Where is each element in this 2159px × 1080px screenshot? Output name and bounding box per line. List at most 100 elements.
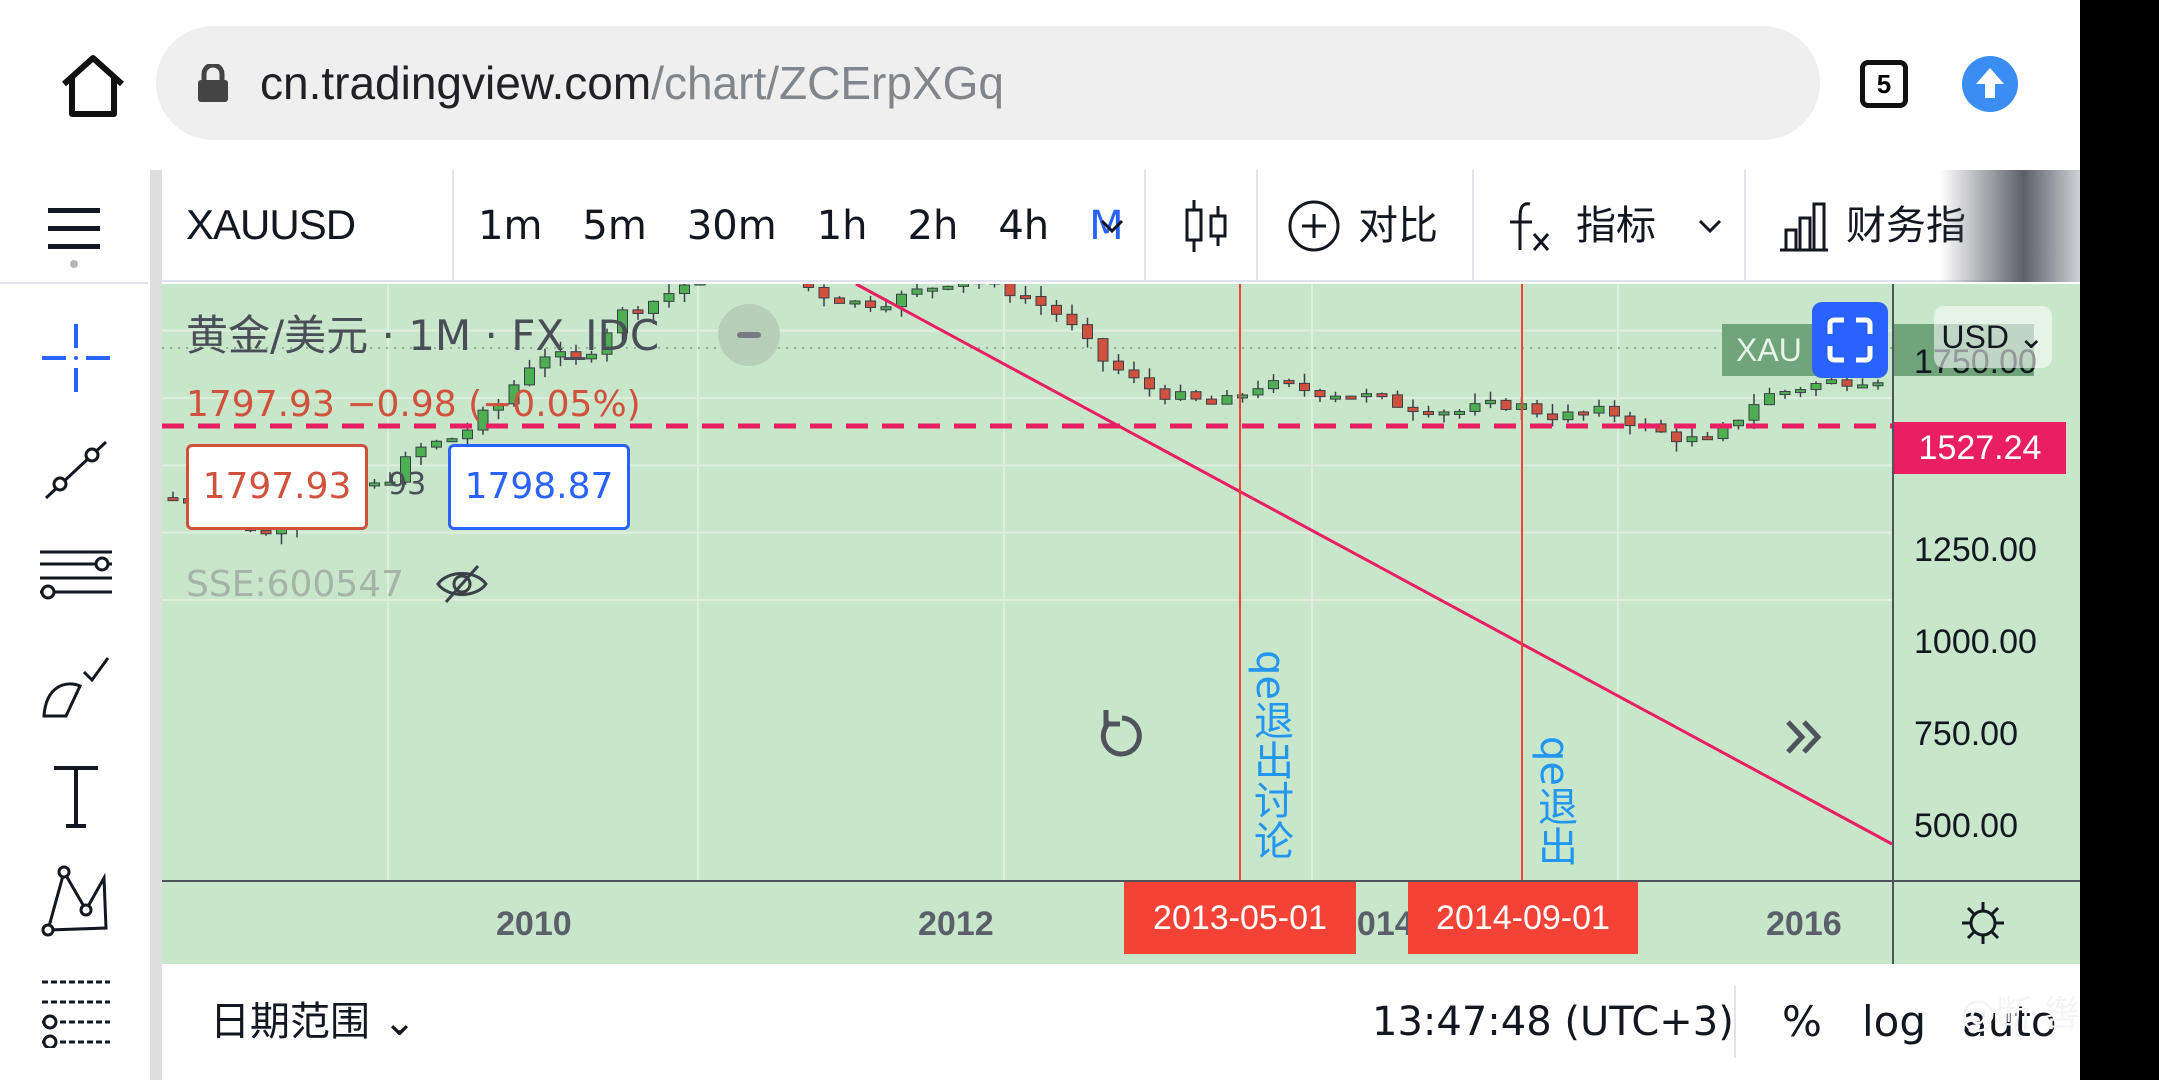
compare-button[interactable]: 对比 [1358,203,1438,249]
year-label: 2012 [918,905,994,943]
down-candle [1159,388,1171,400]
sell-button[interactable]: 1797.93 [186,444,368,530]
up-candle [369,482,380,487]
chevron-down-icon[interactable] [1092,206,1132,246]
percent-scale-toggle[interactable]: % [1782,997,1822,1046]
plus-circle-icon[interactable] [1284,196,1344,256]
up-candle [1857,384,1868,389]
reset-view-icon[interactable] [1092,706,1152,766]
down-candle [865,300,876,308]
up-candle [1795,389,1806,394]
annotation-qe-discussion[interactable]: qe退出讨论 [1247,650,1293,860]
crosshair-icon[interactable] [36,318,116,398]
price-chart[interactable] [162,284,1892,880]
divider [1256,170,1258,282]
legend-title[interactable]: 黄金/美元 · 1M · FX_IDC [186,311,660,360]
trend-line-icon[interactable] [36,428,116,508]
down-candle [1299,382,1310,392]
price-label: 500.00 [1914,807,2018,845]
brush-icon[interactable] [36,646,116,726]
up-candle [1469,403,1481,412]
price-axis[interactable]: 1750.00 1250.00 1000.00 750.00 500.00 15… [1892,284,2080,880]
log-scale-toggle[interactable]: log [1862,997,1927,1046]
drawing-toolbar [0,170,148,1080]
panel-border [150,170,162,1080]
up-candle [927,287,938,292]
fib-retracement-icon[interactable] [36,536,116,616]
up-candle [1748,404,1760,421]
down-candle [632,309,644,314]
overlay-symbol-label[interactable]: SSE:600547 [186,564,405,605]
down-candle [260,530,272,535]
down-candle [834,297,845,304]
up-candle [694,284,706,286]
date-range-label: 日期范围 [210,999,370,1045]
up-candle [1764,393,1775,406]
chart-pane[interactable]: 黄金/美元 · 1M · FX_IDC 1797.93 −0.98 (−0.05… [162,284,1892,880]
interval-1h[interactable]: 1h [816,203,868,249]
interval-5m[interactable]: 5m [582,203,647,249]
url-host: cn.tradingview.com [260,57,652,109]
down-candle [1392,394,1403,408]
up-candle [1252,388,1264,396]
up-candle [384,481,396,486]
annotation-qe-exit[interactable]: qe退出 [1531,736,1577,866]
down-candle [1283,380,1295,385]
bar-chart-icon[interactable] [1774,196,1834,256]
interval-30m[interactable]: 30m [686,203,777,249]
up-candle [1454,410,1465,415]
down-candle [1531,403,1543,415]
interval-1m[interactable]: 1m [478,203,543,249]
auto-scale-toggle[interactable]: auto [1962,997,2057,1046]
home-icon[interactable] [58,52,128,120]
trend-line [855,284,1892,846]
chevron-down-icon[interactable] [1690,206,1730,246]
down-candle [1500,399,1512,410]
up-candle [493,403,504,411]
fullscreen-icon[interactable] [1812,302,1888,378]
up-candle [1826,379,1837,385]
price-label: 750.00 [1914,715,2018,753]
up-candle [1686,436,1698,443]
interval-2h[interactable]: 2h [907,203,959,249]
text-tool-icon[interactable] [36,756,116,836]
up-candle [539,356,551,369]
divider [452,170,454,282]
down-candle [1004,284,1016,297]
update-arrow-icon[interactable] [1962,56,2018,112]
up-candle [849,300,861,305]
up-candle [911,288,923,295]
time-axis[interactable]: 2010 2012 2014 2016 2013-05-01 2014-09-0… [162,880,1892,964]
eye-off-icon[interactable] [434,556,490,612]
currency-button[interactable]: USD ⌄ [1934,306,2052,368]
up-candle [400,456,411,483]
interval-4h[interactable]: 4h [998,203,1050,249]
candles-icon[interactable] [1176,196,1236,256]
clock-timezone[interactable]: 13:47:48 (UTC+3) [1372,999,1734,1045]
tab-count-button[interactable]: 5 [1860,60,1908,108]
symbol-button[interactable]: XAUUSD [186,201,356,248]
down-candle [803,284,814,288]
function-icon[interactable] [1500,196,1560,256]
forecast-icon[interactable] [36,968,116,1050]
year-label: 2016 [1766,905,1842,943]
down-candle [1035,295,1047,306]
up-candle [896,293,907,308]
address-bar[interactable]: cn.tradingview.com/chart/ZCErpXGq [156,26,1820,140]
up-candle [648,300,659,314]
gear-icon[interactable] [1958,898,2008,948]
up-candle [1810,383,1822,391]
collapse-legend-button[interactable] [718,304,780,366]
pattern-icon[interactable] [36,860,116,940]
menu-icon[interactable] [36,194,116,274]
up-candle [1733,419,1744,427]
date-range-button[interactable]: 日期范围 ⌄ [210,999,417,1045]
indicators-button[interactable]: 指标 [1576,203,1656,249]
up-candle [508,384,520,405]
buy-button[interactable]: 1798.87 [448,444,630,530]
scroll-to-realtime-icon[interactable] [1780,712,1830,762]
url-path: /chart/ZCErpXGq [651,57,1004,109]
interval-list: 1m 5m 30m 1h 2h 4h M [478,198,1164,254]
up-candle [1485,399,1496,405]
down-candle [1345,395,1357,400]
